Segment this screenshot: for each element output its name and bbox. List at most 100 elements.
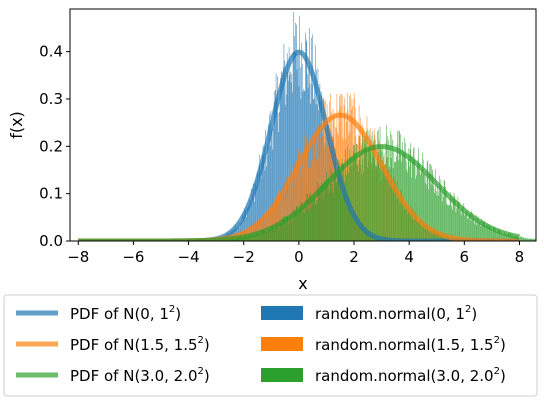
histogram-bar bbox=[273, 101, 275, 241]
histogram-bar bbox=[296, 69, 298, 241]
legend-label: PDF of N(0, 12) bbox=[70, 304, 181, 323]
histogram-bar bbox=[346, 174, 348, 241]
histogram-bar bbox=[382, 145, 383, 241]
histogram-bar bbox=[305, 209, 307, 241]
histogram-bar bbox=[275, 73, 277, 241]
histogram-bar bbox=[380, 149, 382, 241]
histogram-bar bbox=[273, 201, 274, 241]
histogram-bar bbox=[251, 234, 253, 241]
histogram-bar bbox=[299, 15, 300, 241]
histogram-bar bbox=[252, 194, 253, 241]
histogram-bar bbox=[299, 207, 300, 241]
histogram-bar bbox=[381, 170, 383, 241]
histogram-bar bbox=[270, 111, 272, 241]
histogram-bar bbox=[301, 208, 303, 241]
histogram-bar bbox=[414, 160, 416, 241]
histogram-bar bbox=[250, 188, 252, 241]
histogram-bar bbox=[408, 148, 410, 241]
histogram-bar bbox=[260, 169, 261, 241]
histogram-bar bbox=[393, 149, 395, 241]
histogram-bar bbox=[495, 228, 497, 241]
histogram-bar bbox=[250, 236, 252, 241]
histogram-bar bbox=[444, 181, 446, 241]
histogram-bar bbox=[486, 225, 487, 241]
legend-label: random.normal(1.5, 1.52) bbox=[315, 335, 506, 354]
histogram-bar bbox=[462, 207, 463, 241]
histogram-bar bbox=[246, 207, 248, 241]
histogram-bar bbox=[279, 227, 280, 241]
histogram-bar bbox=[455, 212, 457, 241]
histogram-bar bbox=[322, 198, 324, 241]
histogram-bar bbox=[269, 229, 271, 241]
histogram-bar bbox=[333, 173, 335, 241]
histogram-bar bbox=[337, 178, 338, 241]
histogram-bar bbox=[358, 159, 360, 241]
histogram-bar bbox=[317, 158, 319, 241]
histogram-bar bbox=[277, 221, 279, 241]
histogram-bar bbox=[429, 163, 431, 241]
histogram-bar bbox=[284, 60, 285, 241]
histogram-bar bbox=[356, 144, 357, 241]
histogram-bar bbox=[496, 232, 497, 241]
histogram-bar bbox=[390, 157, 392, 241]
histogram-bar bbox=[384, 163, 386, 241]
histogram-bar bbox=[343, 164, 344, 241]
histogram-bar bbox=[273, 128, 274, 241]
histogram-bar bbox=[313, 139, 315, 241]
histogram-bar bbox=[438, 190, 440, 241]
histogram-bar bbox=[325, 186, 327, 241]
histogram-bar bbox=[291, 181, 293, 241]
histogram-bar bbox=[296, 24, 297, 241]
histogram-bar bbox=[322, 97, 324, 241]
histogram-bar bbox=[253, 188, 255, 241]
histogram-bar bbox=[275, 229, 277, 241]
histogram-bar bbox=[290, 164, 292, 241]
histogram-bar bbox=[395, 162, 397, 241]
histogram-bar bbox=[314, 133, 315, 241]
histogram-bar bbox=[386, 136, 388, 241]
histogram-bar bbox=[433, 185, 434, 241]
histogram-bar bbox=[451, 195, 453, 241]
histogram-bar bbox=[507, 235, 508, 241]
histogram-bar bbox=[520, 236, 521, 241]
histogram-bar bbox=[301, 155, 302, 241]
histogram-bar bbox=[321, 182, 323, 241]
histogram-bar bbox=[276, 196, 278, 241]
histogram-bar bbox=[269, 145, 271, 241]
histogram-bar bbox=[286, 94, 287, 241]
histogram-bar bbox=[330, 93, 331, 241]
histogram-bar bbox=[333, 192, 334, 241]
histogram-bar bbox=[342, 163, 344, 241]
histogram-bar bbox=[527, 238, 529, 241]
histogram-bar bbox=[258, 234, 259, 241]
histogram-bar bbox=[345, 170, 347, 241]
x-tick-label: −2 bbox=[233, 248, 255, 266]
histogram-bar bbox=[331, 192, 333, 241]
histogram-bar bbox=[277, 191, 279, 241]
histogram-bar bbox=[459, 210, 461, 241]
histogram-bar bbox=[485, 227, 486, 241]
histogram-bar bbox=[295, 171, 297, 241]
histogram-bar bbox=[356, 165, 358, 241]
histogram-bar bbox=[360, 152, 361, 241]
histogram-bar bbox=[292, 209, 294, 241]
histogram-bar bbox=[464, 214, 466, 241]
x-tick-label: 4 bbox=[404, 248, 414, 266]
histogram-bar bbox=[452, 198, 454, 241]
histogram-bar bbox=[472, 219, 474, 241]
histogram-bar bbox=[288, 176, 289, 241]
histogram-bar bbox=[522, 237, 523, 241]
histogram-bar bbox=[247, 207, 249, 241]
histogram-bar bbox=[249, 205, 251, 241]
histogram-bar bbox=[491, 228, 493, 241]
histogram-bar bbox=[285, 215, 287, 241]
histogram-bar bbox=[341, 163, 342, 241]
histogram-bar bbox=[287, 71, 289, 241]
histogram-bar bbox=[445, 186, 446, 241]
histogram-bar bbox=[301, 203, 302, 241]
histogram-bar bbox=[341, 158, 343, 241]
histogram-bar bbox=[416, 166, 418, 241]
histogram-bar bbox=[266, 209, 268, 241]
histogram-bar bbox=[383, 152, 385, 241]
histogram-bar bbox=[418, 163, 420, 241]
